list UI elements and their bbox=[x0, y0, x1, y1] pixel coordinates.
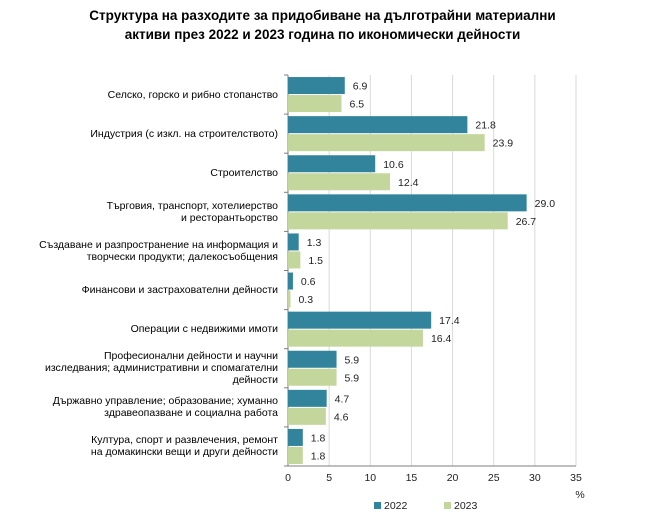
value-label: 6.5 bbox=[349, 99, 364, 111]
bar-2022 bbox=[288, 350, 337, 368]
category-label: Индустрия (с изкл. на строителството) bbox=[90, 127, 278, 140]
value-label: 1.5 bbox=[308, 255, 323, 267]
value-label: 21.8 bbox=[475, 120, 496, 132]
bar-2022 bbox=[288, 116, 468, 134]
value-label: 16.4 bbox=[431, 333, 452, 345]
x-tick-label: 10 bbox=[364, 472, 376, 484]
value-label: 4.7 bbox=[335, 393, 350, 405]
x-tick-label: 20 bbox=[447, 472, 459, 484]
value-label: 23.9 bbox=[493, 138, 514, 150]
x-tick-label: 0 bbox=[285, 472, 291, 484]
value-label: 0.3 bbox=[298, 294, 313, 306]
value-label: 5.9 bbox=[345, 354, 360, 366]
bar-2022 bbox=[288, 233, 299, 251]
legend-label-2022: 2022 bbox=[384, 500, 408, 512]
value-label: 1.8 bbox=[311, 450, 326, 462]
x-tick-label: 15 bbox=[406, 472, 418, 484]
value-label: 17.4 bbox=[439, 315, 460, 327]
x-tick-label: 35 bbox=[570, 472, 582, 484]
bar-2023 bbox=[288, 95, 342, 113]
bar-2023 bbox=[288, 407, 326, 425]
bar-2022 bbox=[288, 311, 432, 329]
legend-label-2023: 2023 bbox=[454, 500, 478, 512]
category-label: Търговия, транспорт, хотелиерство и ресто… bbox=[106, 199, 278, 224]
category-label: Създаване и разпространение на информаци… bbox=[39, 238, 278, 263]
category-label: Държавно управление; образование; хуманн… bbox=[52, 395, 278, 420]
value-label: 29.0 bbox=[535, 198, 556, 210]
x-axis-unit: % bbox=[575, 489, 584, 501]
legend-swatch-2023 bbox=[444, 502, 451, 509]
bar-2022 bbox=[288, 155, 376, 173]
category-label: Строителство bbox=[210, 166, 278, 179]
category-label: Операции с недвижими имоти bbox=[130, 323, 278, 336]
value-label: 1.8 bbox=[311, 432, 326, 444]
x-tick-label: 5 bbox=[326, 472, 332, 484]
category-label: Финансови и застрахователни дейности bbox=[81, 284, 278, 297]
bar-2023 bbox=[288, 212, 508, 230]
x-tick-label: 30 bbox=[529, 472, 541, 484]
value-label: 4.6 bbox=[334, 411, 349, 423]
value-label: 1.3 bbox=[307, 237, 322, 249]
x-tick-label: 25 bbox=[488, 472, 500, 484]
bar-2023 bbox=[288, 173, 391, 191]
bar-2022 bbox=[288, 428, 303, 446]
category-label: Професионални дейности и научни изследван… bbox=[44, 350, 278, 387]
value-label: 26.7 bbox=[516, 216, 537, 228]
value-label: 10.6 bbox=[383, 159, 404, 171]
category-label: Култура, спорт и развлечения, ремонт на д… bbox=[90, 434, 278, 459]
bar-2023 bbox=[288, 446, 303, 464]
value-label: 5.9 bbox=[345, 372, 360, 384]
bar-2022 bbox=[288, 77, 345, 95]
bar-2022 bbox=[288, 389, 327, 407]
bar-2023 bbox=[288, 251, 301, 269]
value-label: 0.6 bbox=[301, 276, 316, 288]
bar-2023 bbox=[288, 368, 337, 386]
bar-2023 bbox=[288, 134, 485, 152]
bar-2023 bbox=[288, 329, 423, 347]
category-label: Селско, горско и рибно стопанство bbox=[107, 88, 278, 101]
value-label: 12.4 bbox=[398, 177, 419, 189]
chart-title-line1: Структура на разходите за придобиване на… bbox=[89, 8, 556, 23]
bar-2022 bbox=[288, 272, 293, 290]
chart-title-line2: активи през 2022 и 2023 година по иконом… bbox=[124, 27, 521, 42]
bar-2022 bbox=[288, 194, 527, 212]
value-label: 6.9 bbox=[353, 81, 368, 93]
legend-swatch-2022 bbox=[374, 502, 381, 509]
bar-2023 bbox=[288, 290, 291, 308]
